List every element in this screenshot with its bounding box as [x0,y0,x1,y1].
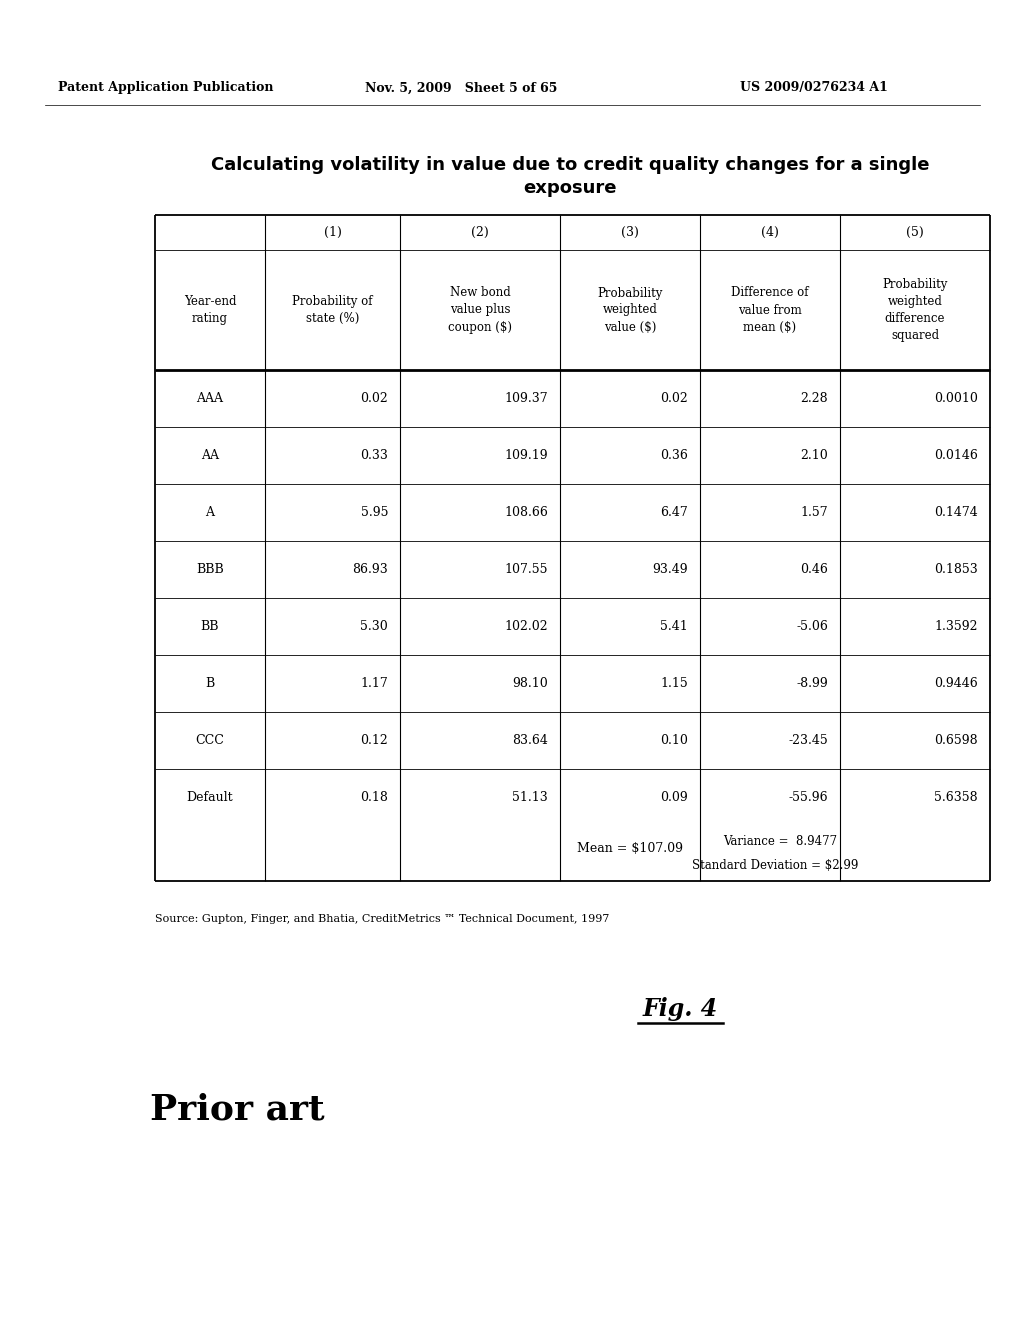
Text: 0.0146: 0.0146 [934,449,978,462]
Text: 83.64: 83.64 [512,734,548,747]
Text: (5): (5) [906,226,924,239]
Text: 1.17: 1.17 [360,677,388,690]
Text: US 2009/0276234 A1: US 2009/0276234 A1 [740,82,888,95]
Text: Variance =  8.9477: Variance = 8.9477 [723,836,837,847]
Text: Probability
weighted
difference
squared: Probability weighted difference squared [883,279,947,342]
Text: 2.28: 2.28 [801,392,828,405]
Text: (1): (1) [324,226,341,239]
Text: 5.30: 5.30 [360,620,388,634]
Text: 5.41: 5.41 [660,620,688,634]
Text: 107.55: 107.55 [505,564,548,576]
Text: 0.33: 0.33 [360,449,388,462]
Text: 109.37: 109.37 [505,392,548,405]
Text: 0.18: 0.18 [360,791,388,804]
Text: Mean = $107.09: Mean = $107.09 [577,842,683,855]
Text: 1.57: 1.57 [801,506,828,519]
Text: -8.99: -8.99 [797,677,828,690]
Text: 0.9446: 0.9446 [934,677,978,690]
Text: 98.10: 98.10 [512,677,548,690]
Text: 1.3592: 1.3592 [935,620,978,634]
Text: Nov. 5, 2009   Sheet 5 of 65: Nov. 5, 2009 Sheet 5 of 65 [365,82,557,95]
Text: (4): (4) [761,226,779,239]
Text: 5.6358: 5.6358 [934,791,978,804]
Text: (2): (2) [471,226,488,239]
Text: CCC: CCC [196,734,224,747]
Text: 0.1474: 0.1474 [934,506,978,519]
Text: Year-end
rating: Year-end rating [183,294,237,325]
Text: 109.19: 109.19 [505,449,548,462]
Text: 0.46: 0.46 [800,564,828,576]
Text: Patent Application Publication: Patent Application Publication [58,82,273,95]
Text: 102.02: 102.02 [505,620,548,634]
Text: (3): (3) [622,226,639,239]
Text: Probability
weighted
value ($): Probability weighted value ($) [597,286,663,334]
Text: 0.02: 0.02 [660,392,688,405]
Text: Standard Deviation = $2.99: Standard Deviation = $2.99 [692,859,858,873]
Text: Fig. 4: Fig. 4 [642,997,718,1020]
Text: 6.47: 6.47 [660,506,688,519]
Text: 0.36: 0.36 [660,449,688,462]
Text: 108.66: 108.66 [504,506,548,519]
Text: 93.49: 93.49 [652,564,688,576]
Text: Source: Gupton, Finger, and Bhatia, CreditMetrics ™ Technical Document, 1997: Source: Gupton, Finger, and Bhatia, Cred… [155,913,609,924]
Text: A: A [206,506,214,519]
Text: Default: Default [186,791,233,804]
Text: exposure: exposure [523,180,616,197]
Text: AAA: AAA [197,392,223,405]
Text: 1.15: 1.15 [660,677,688,690]
Text: B: B [206,677,215,690]
Text: 0.6598: 0.6598 [934,734,978,747]
Text: BBB: BBB [197,564,224,576]
Text: 0.12: 0.12 [360,734,388,747]
Text: 2.10: 2.10 [800,449,828,462]
Text: 5.95: 5.95 [360,506,388,519]
Text: Prior art: Prior art [150,1092,325,1126]
Text: AA: AA [201,449,219,462]
Text: 0.02: 0.02 [360,392,388,405]
Text: 0.10: 0.10 [660,734,688,747]
Text: -23.45: -23.45 [788,734,828,747]
Text: -5.06: -5.06 [796,620,828,634]
Text: Probability of
state (%): Probability of state (%) [292,294,373,325]
Text: Difference of
value from
mean ($): Difference of value from mean ($) [731,286,809,334]
Text: 0.09: 0.09 [660,791,688,804]
Text: 0.1853: 0.1853 [934,564,978,576]
Text: 51.13: 51.13 [512,791,548,804]
Text: 86.93: 86.93 [352,564,388,576]
Text: New bond
value plus
coupon ($): New bond value plus coupon ($) [449,286,512,334]
Text: -55.96: -55.96 [788,791,828,804]
Text: Calculating volatility in value due to credit quality changes for a single: Calculating volatility in value due to c… [211,156,929,174]
Text: 0.0010: 0.0010 [934,392,978,405]
Text: BB: BB [201,620,219,634]
